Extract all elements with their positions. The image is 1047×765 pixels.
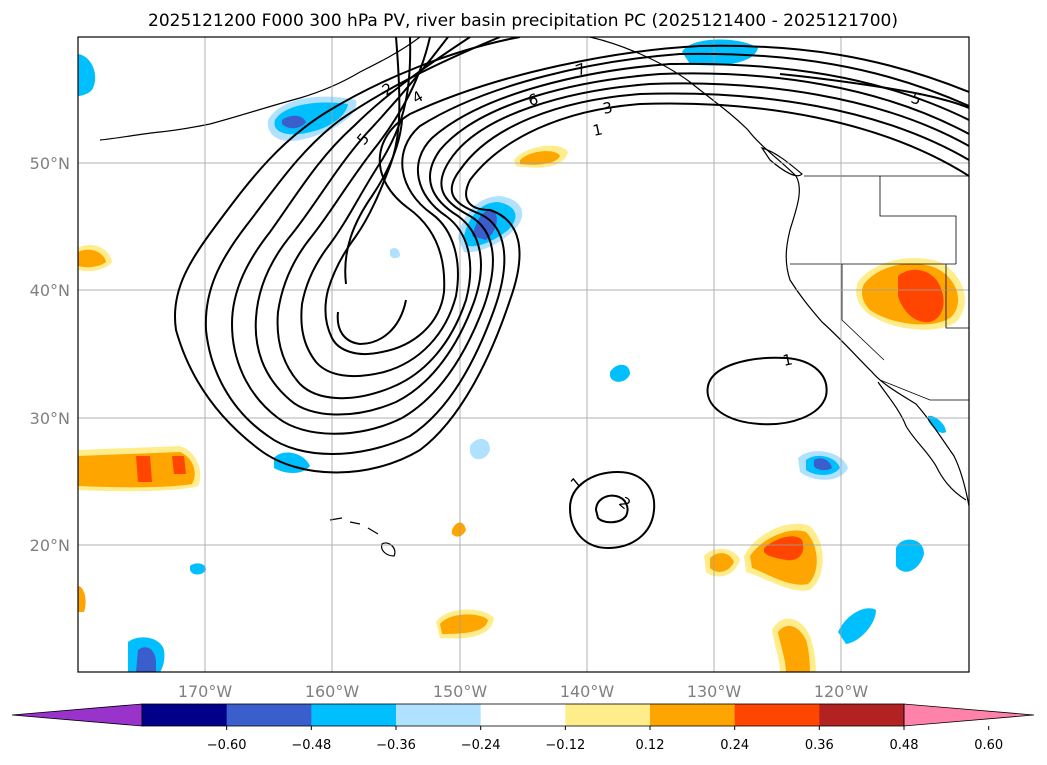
lon-tick-label: 130°W: [687, 682, 742, 701]
colorbar-segment: [396, 704, 482, 726]
colorbar-tick-label: 0.48: [890, 738, 919, 753]
pv-contours: [174, 37, 969, 550]
colorbar-outline: [141, 703, 905, 727]
pv-contour-5: [276, 37, 969, 400]
negative-anomaly-small-42n: [390, 248, 400, 259]
colorbar-tick-label: −0.36: [376, 738, 416, 753]
colorbar-ticks: −0.60 −0.48 −0.36 −0.24 −0.12 0.12 0.24 0.36 0.4…: [207, 726, 1003, 753]
lon-tick-labels: 170°W 160°W 150°W 140°W 130°W 120°W: [178, 682, 869, 701]
colorbar-tick-label: −0.12: [545, 738, 585, 753]
colorbar-segments: [11, 703, 1035, 727]
north-america-coast: [589, 37, 969, 507]
colorbar-tick-label: −0.24: [461, 738, 501, 753]
positive-anomaly-central-14n: [436, 609, 494, 639]
coastlines: [99, 37, 969, 557]
lon-tick-label: 170°W: [178, 682, 233, 701]
lat-tick-label: 40°N: [30, 281, 70, 300]
positive-anomaly-west-edge-15n: [78, 586, 86, 612]
positive-anomaly-gulf-50n: [514, 145, 568, 168]
lat-tick-label: 30°N: [30, 409, 70, 428]
lat-tick-label: 50°N: [30, 154, 70, 173]
negative-anomaly-baja-27n-max: [814, 458, 832, 471]
colorbar-tick-label: 0.12: [636, 738, 665, 753]
colorbar-segment: [226, 704, 312, 726]
contour-label: 1: [591, 120, 604, 140]
lat-tick-label: 20°N: [30, 536, 70, 555]
lat-tick-labels: 50°N 40°N 30°N 20°N: [30, 154, 70, 555]
colorbar-tick-label: 0.60: [974, 738, 1003, 753]
positive-anomaly-small-21n: [452, 522, 466, 537]
colorbar-extend-min: [11, 703, 143, 727]
pv-contour-inner: [336, 119, 407, 346]
map-frame: [77, 36, 970, 673]
lon-tick-label: 120°W: [814, 682, 869, 701]
contour-label: 6: [526, 90, 540, 110]
figure-title: 2025121200 F000 300 hPa PV, river basin …: [148, 11, 898, 31]
negative-anomaly-small-18n: [190, 563, 206, 575]
lon-tick-label: 160°W: [305, 682, 360, 701]
colorbar-segment: [480, 704, 566, 726]
colorbar-tick-label: −0.48: [291, 738, 331, 753]
pv-contour-east-closed: [706, 356, 828, 426]
pv-contour-2: [204, 37, 969, 455]
negative-anomaly-small-socal: [928, 415, 946, 433]
pv-contour-4: [254, 37, 969, 416]
map-background: [78, 37, 969, 672]
positive-anomaly-west-27n: [78, 446, 201, 492]
colorbar-segment: [565, 704, 651, 726]
map-panel: 1 2 3 4 5 6 7 1 1 5 2 50°N 40°N 30°N 20°…: [30, 36, 970, 701]
contour-label: 3: [601, 98, 614, 118]
positive-anomaly-west-42n-core: [78, 249, 106, 268]
pv-contour-northeast-5: [779, 73, 969, 109]
positive-anomaly-east-18n-core: [710, 553, 734, 572]
negative-anomaly-south-14n: [838, 608, 876, 644]
pv-contour-south-closed-inner: [594, 494, 629, 524]
positive-anomaly-south-12n: [772, 618, 816, 672]
aleutian-islands: [99, 123, 211, 141]
colorbar-tick-label: 0.24: [720, 738, 749, 753]
gridlines: [78, 37, 969, 672]
hawaii-islands: [329, 517, 396, 557]
colorbar-segment: [819, 704, 905, 726]
colorbar: −0.60 −0.48 −0.36 −0.24 −0.12 0.12 0.24 0.36 0.4…: [11, 703, 1035, 753]
positive-anomaly-east-20n: [744, 523, 823, 591]
contour-label: 1: [781, 350, 794, 370]
colorbar-extend-max: [903, 703, 1035, 727]
positive-anomaly-great-basin: [856, 258, 965, 330]
negative-anomaly-mexico-20n: [896, 539, 924, 572]
pv-contour-1: [174, 37, 969, 474]
pv-contour-3: [230, 37, 969, 435]
colorbar-tick-label: −0.60: [207, 738, 247, 753]
pv-contour-6: [300, 37, 969, 378]
colorbar-tick-label: 0.36: [805, 738, 834, 753]
colorbar-segment: [142, 704, 228, 726]
pv-contour-south-closed-outer: [568, 470, 656, 550]
precip-anomaly-shading: [78, 39, 965, 672]
alaska-peninsula: [209, 37, 421, 125]
lon-tick-label: 150°W: [433, 682, 488, 701]
colorbar-segment: [734, 704, 820, 726]
negative-anomaly-central-27n: [470, 438, 490, 460]
pv-contour-7: [324, 37, 969, 356]
negative-anomaly-west-edge: [78, 54, 96, 96]
colorbar-segment: [311, 704, 397, 726]
negative-anomaly-central-35n: [610, 364, 630, 382]
vancouver-island: [760, 146, 803, 177]
colorbar-segment: [650, 704, 736, 726]
state-borders: [790, 175, 969, 401]
negative-anomaly-south-west-core: [136, 647, 156, 672]
lon-tick-label: 140°W: [560, 682, 615, 701]
baja-california-coast: [877, 381, 967, 501]
